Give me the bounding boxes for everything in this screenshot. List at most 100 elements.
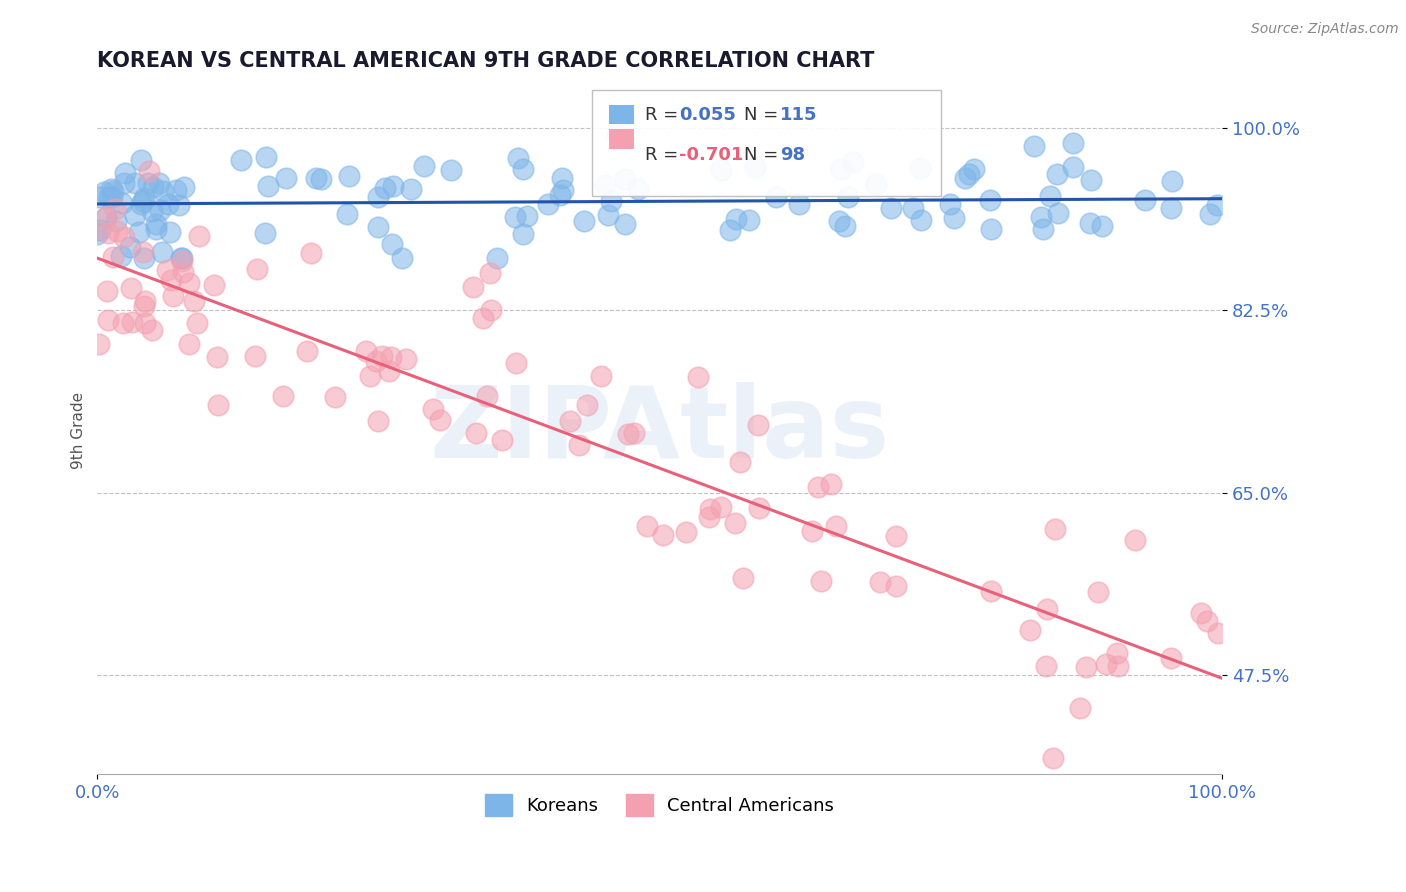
Point [132, 299, 155, 313]
Point [374, 181, 396, 195]
Text: KOREAN VS CENTRAL AMERICAN 9TH GRADE CORRELATION CHART: KOREAN VS CENTRAL AMERICAN 9TH GRADE COR… [97, 51, 875, 70]
Point [104, 214, 127, 228]
Point [170, 251, 193, 265]
Point [724, 516, 747, 531]
Point [568, 438, 591, 452]
Point [121, 315, 143, 329]
Point [1160, 201, 1182, 215]
Point [901, 201, 924, 215]
Text: 98: 98 [780, 146, 806, 164]
Point [134, 316, 156, 330]
Point [491, 433, 513, 447]
Point [112, 230, 135, 244]
Point [738, 213, 761, 227]
Point [596, 208, 619, 222]
Point [943, 211, 966, 226]
Point [748, 501, 770, 516]
Point [953, 171, 976, 186]
Point [728, 455, 751, 469]
Point [367, 190, 389, 204]
Point [572, 214, 595, 228]
Point [801, 524, 824, 538]
Point [1032, 222, 1054, 236]
Point [747, 418, 769, 433]
Point [381, 237, 404, 252]
Point [627, 182, 650, 196]
Point [124, 208, 146, 222]
Text: ZIPAtlas: ZIPAtlas [429, 382, 890, 479]
Point [651, 528, 673, 542]
Point [614, 217, 637, 231]
Text: N =: N = [744, 146, 785, 164]
Point [512, 162, 534, 177]
Point [100, 182, 122, 196]
Point [145, 222, 167, 236]
Point [129, 153, 152, 167]
Point [834, 219, 856, 234]
Point [337, 169, 360, 184]
Point [94, 211, 117, 225]
Point [170, 251, 193, 265]
Point [187, 229, 209, 244]
Point [1107, 658, 1129, 673]
Point [110, 249, 132, 263]
Point [686, 370, 709, 384]
Point [371, 349, 394, 363]
Point [486, 251, 509, 265]
Point [1160, 651, 1182, 665]
Point [257, 179, 280, 194]
Point [377, 364, 399, 378]
Point [412, 159, 434, 173]
Point [305, 170, 328, 185]
Point [422, 402, 444, 417]
Point [299, 245, 322, 260]
Point [591, 368, 613, 383]
Point [1078, 216, 1101, 230]
Point [160, 273, 183, 287]
Point [617, 426, 640, 441]
Point [697, 509, 720, 524]
Point [1195, 614, 1218, 628]
Point [865, 177, 887, 191]
Point [1198, 206, 1220, 220]
Point [461, 280, 484, 294]
Point [636, 518, 658, 533]
Point [718, 222, 741, 236]
Point [699, 502, 721, 516]
Point [366, 354, 388, 368]
Point [336, 207, 359, 221]
Point [479, 302, 502, 317]
Point [512, 227, 534, 241]
Point [1022, 138, 1045, 153]
Point [114, 167, 136, 181]
Point [186, 316, 208, 330]
Point [828, 214, 851, 228]
Point [475, 389, 498, 403]
Point [309, 172, 332, 186]
Point [550, 171, 572, 186]
Point [1069, 700, 1091, 714]
Point [842, 155, 865, 169]
Point [1039, 188, 1062, 202]
Point [1047, 205, 1070, 219]
Point [744, 161, 766, 175]
Point [1161, 174, 1184, 188]
Point [354, 344, 377, 359]
Point [86, 227, 108, 241]
Point [205, 351, 228, 365]
Point [165, 183, 187, 197]
Point [149, 203, 172, 218]
Point [132, 191, 155, 205]
Point [367, 413, 389, 427]
Point [1074, 660, 1097, 674]
Point [172, 253, 194, 268]
Point [1087, 584, 1109, 599]
Point [243, 349, 266, 363]
Point [359, 368, 381, 383]
Point [1206, 626, 1229, 640]
Point [207, 399, 229, 413]
Point [810, 574, 832, 589]
Point [104, 202, 127, 216]
Point [478, 266, 501, 280]
Point [107, 224, 129, 238]
